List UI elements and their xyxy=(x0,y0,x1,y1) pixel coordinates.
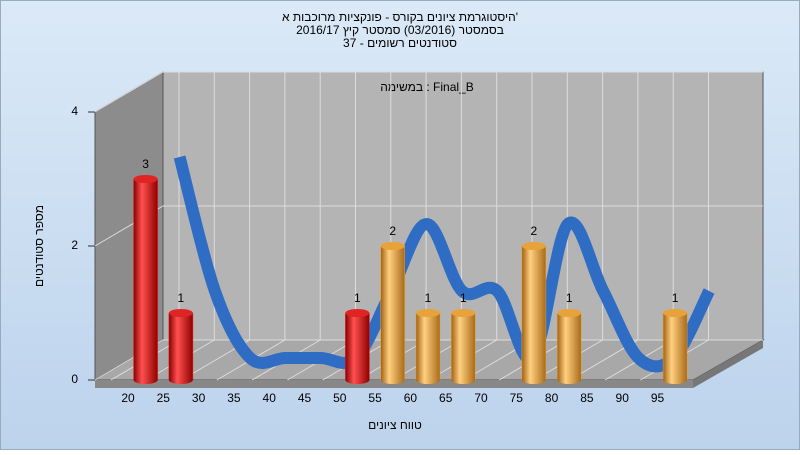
bar xyxy=(168,312,194,381)
value-label: 1 xyxy=(672,291,679,305)
bar-cap xyxy=(345,309,370,317)
bar-cap xyxy=(133,175,158,183)
bar-cap xyxy=(416,309,440,317)
bar-cap xyxy=(168,309,193,317)
x-tick-label: 95 xyxy=(651,391,665,405)
bar-base xyxy=(451,376,476,384)
x-tick-label: 70 xyxy=(474,391,488,405)
x-tick-label: 60 xyxy=(404,391,418,405)
y-axis-label: מספר סטודנטים xyxy=(32,205,46,287)
y-tick-label: 0 xyxy=(71,372,78,386)
bar-base xyxy=(168,376,193,384)
grid-line xyxy=(251,72,321,381)
floor-edge xyxy=(693,340,763,388)
bar xyxy=(451,312,476,381)
y-tick-label: 2 xyxy=(71,238,78,252)
bar xyxy=(133,178,158,381)
grid-line xyxy=(569,72,639,381)
bar-base xyxy=(521,376,546,384)
x-tick-label: 50 xyxy=(333,391,347,405)
bar-cap xyxy=(521,242,546,250)
bar-base xyxy=(345,376,370,384)
value-label: 1 xyxy=(354,291,361,305)
curve xyxy=(173,155,715,373)
x-tick-label: 90 xyxy=(616,391,630,405)
x-tick-label: 80 xyxy=(545,391,559,405)
x-tick-label: 55 xyxy=(368,391,382,405)
bar-base xyxy=(380,376,405,384)
chart-title: היסטוגרמת ציונים בקורס - פונקציות מרוכבו… xyxy=(282,10,518,24)
value-label: 3 xyxy=(142,157,149,171)
subtitle: סטודנטים רשומים - 37 xyxy=(343,36,457,50)
value-label: 1 xyxy=(566,291,573,305)
x-tick-label: 40 xyxy=(263,391,277,405)
bar-cap xyxy=(380,242,405,250)
x-axis-label: טווח ציונים xyxy=(368,418,422,432)
value-label: 1 xyxy=(178,291,185,305)
value-label: 1 xyxy=(460,291,467,305)
bar xyxy=(345,312,370,381)
x-tick-label: 45 xyxy=(298,391,312,405)
bar-cap xyxy=(557,309,582,317)
grid-line xyxy=(181,72,251,381)
x-tick-label: 35 xyxy=(227,391,241,405)
annotation: במשימה : Final_B xyxy=(380,80,474,94)
grid-line xyxy=(94,71,763,113)
grid-line xyxy=(94,205,763,247)
grid-line xyxy=(216,72,286,381)
value-label: 2 xyxy=(531,224,538,238)
bar-base xyxy=(557,376,582,384)
bar-cap xyxy=(663,309,688,317)
x-tick-label: 65 xyxy=(439,391,453,405)
y-tick-label: 4 xyxy=(71,104,78,118)
bar-base xyxy=(416,376,440,384)
subtitle: בסמסטר (03/2016) סמסטר קיץ 2016/17 xyxy=(296,23,504,37)
bar-base xyxy=(133,376,158,384)
bar xyxy=(662,312,688,381)
x-tick-label: 75 xyxy=(510,391,524,405)
x-tick-label: 25 xyxy=(157,391,171,405)
bar-cap xyxy=(451,309,476,317)
value-label: 1 xyxy=(425,291,432,305)
bar xyxy=(556,312,582,381)
bar xyxy=(380,245,405,381)
x-tick-label: 30 xyxy=(192,391,206,405)
bar-base xyxy=(663,376,688,384)
value-label: 2 xyxy=(389,224,396,238)
x-tick-label: 20 xyxy=(121,391,135,405)
bar xyxy=(415,312,441,381)
bar xyxy=(521,245,547,381)
x-tick-label: 85 xyxy=(580,391,594,405)
